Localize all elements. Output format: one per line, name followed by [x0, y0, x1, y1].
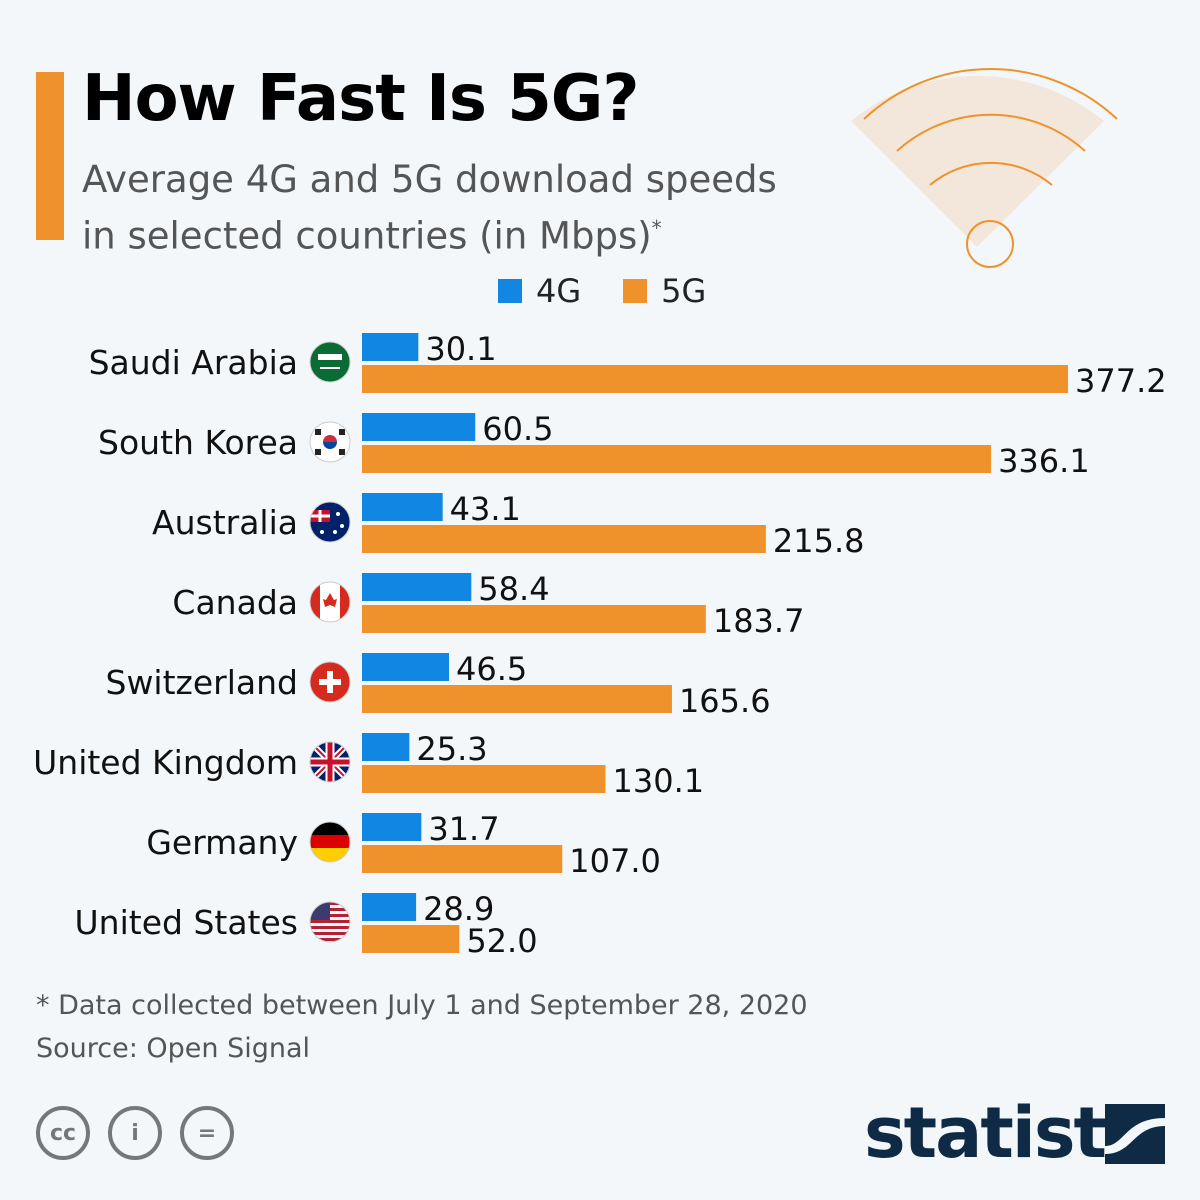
legend-swatch-4g — [498, 279, 522, 303]
subtitle-line-2: in selected countries (in Mbps) — [82, 214, 652, 258]
bar-5g — [362, 525, 766, 553]
bar-4g — [362, 333, 419, 361]
category-label: United Kingdom — [33, 743, 298, 782]
bar-5g — [362, 685, 672, 713]
bar-5g — [362, 845, 563, 873]
bar-4g — [362, 573, 472, 601]
statista-logo[interactable]: statista — [864, 1092, 1152, 1174]
value-label-5g: 130.1 — [613, 762, 705, 800]
chart-subtitle: Average 4G and 5G download speeds in sel… — [82, 156, 777, 260]
category-label: Saudi Arabia — [89, 343, 298, 382]
category-label: Switzerland — [106, 663, 299, 702]
flag-ca-icon — [310, 582, 350, 622]
value-label-5g: 107.0 — [569, 842, 661, 880]
cc-license-icon[interactable]: cc — [36, 1106, 90, 1160]
attribution-icon[interactable]: i — [108, 1106, 162, 1160]
value-label-4g: 25.3 — [416, 730, 487, 768]
bar-5g — [362, 925, 460, 953]
category-label: South Korea — [98, 423, 298, 462]
value-label-4g: 60.5 — [482, 410, 553, 448]
value-label-5g: 183.7 — [713, 602, 805, 640]
flag-kr-icon — [310, 422, 350, 462]
category-label: United States — [75, 903, 298, 942]
subtitle-asterisk: * — [651, 216, 662, 240]
value-label-5g: 165.6 — [679, 682, 771, 720]
statista-logo-icon — [1105, 1104, 1165, 1164]
bar-chart: Saudi Arabia 30.1 377.2 South Korea 60.5 336.… — [33, 330, 1167, 960]
flag-de-icon — [310, 822, 350, 862]
bar-4g — [362, 413, 476, 441]
accent-bar — [36, 72, 64, 240]
category-label: Australia — [152, 503, 298, 542]
value-label-5g: 336.1 — [998, 442, 1090, 480]
subtitle-line-1: Average 4G and 5G download speeds — [82, 158, 777, 201]
footnote: * Data collected between July 1 and Sept… — [36, 990, 808, 1021]
no-derivatives-icon[interactable]: = — [180, 1106, 234, 1160]
legend-swatch-5g — [623, 279, 648, 303]
value-label-4g: 28.9 — [423, 890, 494, 928]
category-label: Germany — [146, 823, 298, 862]
bar-5g — [362, 445, 992, 473]
value-label-4g: 43.1 — [450, 490, 521, 528]
bar-4g — [362, 493, 443, 521]
value-label-5g: 215.8 — [773, 522, 865, 560]
bar-4g — [362, 893, 417, 921]
chart-title: How Fast Is 5G? — [82, 62, 639, 136]
value-label-4g: 58.4 — [478, 570, 549, 608]
bar-5g — [362, 605, 706, 633]
flag-ch-icon — [310, 662, 350, 702]
value-label-4g: 31.7 — [428, 810, 499, 848]
value-label-5g: 377.2 — [1075, 362, 1167, 400]
bar-5g — [362, 765, 606, 793]
bar-4g — [362, 813, 422, 841]
flag-sa-icon — [310, 342, 350, 382]
category-label: Canada — [172, 583, 298, 622]
bar-4g — [362, 733, 410, 761]
flag-gb-icon — [310, 742, 350, 782]
flag-au-icon — [310, 502, 350, 542]
legend-label-5g: 5G — [661, 272, 707, 310]
bar-4g — [362, 653, 450, 681]
legend: 4G 5G — [498, 272, 748, 310]
value-label-4g: 46.5 — [456, 650, 527, 688]
bar-5g — [362, 365, 1068, 393]
wifi-icon — [851, 68, 1118, 268]
legend-label-4g: 4G — [536, 272, 582, 310]
value-label-4g: 30.1 — [425, 330, 496, 368]
value-label-5g: 52.0 — [466, 922, 537, 960]
source: Source: Open Signal — [36, 1033, 311, 1064]
